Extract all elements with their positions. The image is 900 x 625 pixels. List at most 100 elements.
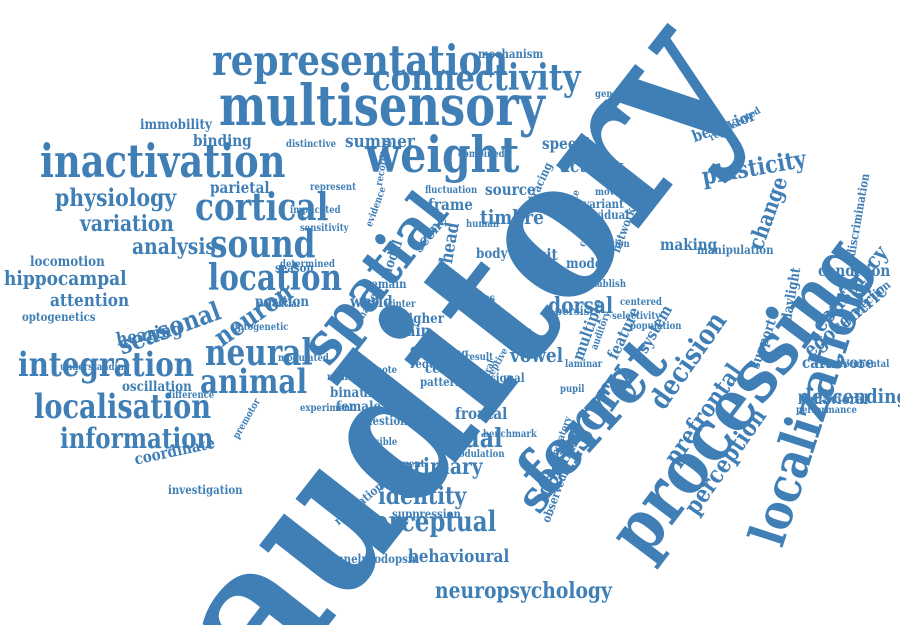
word-binaural: binaural bbox=[330, 385, 387, 401]
word-selectivity: selectivity bbox=[612, 311, 661, 322]
word-coding: coding bbox=[430, 346, 469, 360]
word-discrimination: discrimination bbox=[844, 172, 873, 258]
word-generalization: generalization bbox=[595, 89, 664, 100]
word-modulation: modulation bbox=[450, 449, 505, 460]
word-modulated: modulated bbox=[278, 353, 329, 364]
word-binding: binding bbox=[193, 131, 252, 150]
word-movement: movement bbox=[595, 187, 645, 198]
word-question: question bbox=[358, 414, 408, 428]
word-attention: attention bbox=[50, 290, 130, 311]
word-environmental: environmental bbox=[820, 359, 890, 370]
word-descending: descending bbox=[800, 384, 900, 408]
word-world: world bbox=[350, 292, 393, 311]
word-brain: brain bbox=[390, 321, 431, 340]
word-speech: speech bbox=[542, 134, 595, 153]
word-winter: winter bbox=[385, 299, 416, 310]
word-making: making bbox=[660, 235, 718, 254]
word-promote: promote bbox=[357, 365, 398, 376]
word-central: central bbox=[425, 361, 473, 377]
word-persist: persist bbox=[555, 304, 595, 318]
word-determined: determined bbox=[280, 259, 335, 270]
word-neuropsychology: neuropsychology bbox=[435, 578, 612, 604]
word-carnivore: carnivore bbox=[802, 353, 875, 372]
word-difference: difference bbox=[166, 390, 215, 401]
word-additional: additional bbox=[638, 97, 697, 111]
word-population: population bbox=[630, 321, 682, 332]
word-physiology: physiology bbox=[55, 183, 177, 212]
word-dorsal: dorsal bbox=[548, 293, 614, 319]
word-model: model bbox=[566, 256, 607, 272]
word-action: action bbox=[600, 239, 630, 250]
word-understanding: understanding bbox=[60, 362, 130, 373]
word-sensitivity: sensitivity bbox=[300, 223, 349, 234]
word-location: location bbox=[208, 257, 343, 299]
word-optogenetics: optogenetics bbox=[22, 310, 96, 324]
word-visual: visual bbox=[430, 424, 503, 454]
word-individual: individual bbox=[572, 208, 630, 222]
word-neural: neural bbox=[205, 332, 313, 374]
word-establish: establish bbox=[583, 279, 627, 290]
word-potential: potential bbox=[257, 299, 301, 310]
word-primary: primary bbox=[400, 454, 483, 480]
word-signal: signal bbox=[490, 371, 525, 385]
word-position: position bbox=[255, 294, 310, 310]
word-space: space bbox=[538, 273, 576, 289]
word-condition: condition bbox=[818, 261, 891, 280]
word-cross: cross bbox=[410, 340, 450, 359]
word-combined: combined bbox=[458, 149, 505, 160]
word-investigation: investigation bbox=[168, 483, 243, 497]
word-pupil: pupil bbox=[560, 384, 585, 395]
word-connectivity: connectivity bbox=[372, 57, 581, 99]
word-region: region bbox=[495, 324, 533, 338]
word-oscillation: oscillation bbox=[122, 379, 192, 395]
word-implicated: implicated bbox=[290, 205, 341, 216]
word-suppression: suppression bbox=[392, 507, 461, 521]
word-higher: higher bbox=[400, 311, 444, 327]
word-season: season bbox=[275, 261, 314, 275]
word-human: human bbox=[466, 219, 500, 230]
word-multisensory: multisensory bbox=[219, 73, 545, 139]
word-immobility: immobility bbox=[140, 117, 212, 133]
word-parietal: parietal bbox=[210, 178, 270, 197]
word-distinctive: distinctive bbox=[286, 139, 336, 150]
word-invariant: invariant bbox=[572, 197, 624, 211]
word-inactivation: inactivation bbox=[40, 134, 286, 188]
word-analysis: analysis bbox=[132, 234, 216, 260]
word-reversible: reversible bbox=[350, 437, 398, 448]
word-change: change bbox=[743, 173, 794, 254]
word-task: task bbox=[480, 304, 505, 318]
word-experiment: experiment bbox=[300, 403, 355, 414]
word-frontal: frontal bbox=[455, 404, 508, 423]
word-timbre: timbre bbox=[480, 205, 544, 229]
word-centered: centered bbox=[620, 297, 662, 308]
word-optogenetic: optogenetic bbox=[232, 322, 289, 333]
word-remain: remain bbox=[366, 277, 407, 291]
word-animal: animal bbox=[200, 362, 308, 402]
word-assessment: assessment bbox=[370, 459, 425, 470]
word-hippocampal: hippocampal bbox=[4, 266, 127, 290]
word-weight: weight bbox=[365, 125, 520, 184]
word-laminar: laminar bbox=[565, 359, 603, 370]
word-localisation: localisation bbox=[34, 387, 212, 427]
word-mechanism: mechanism bbox=[478, 47, 544, 61]
word-locomotion: locomotion bbox=[30, 254, 105, 270]
word-benchmark: benchmark bbox=[483, 429, 537, 440]
word-manipulation: manipulation bbox=[697, 243, 774, 257]
word-loss: loss bbox=[473, 291, 496, 305]
word-cortical: cortical bbox=[195, 184, 329, 229]
word-sound: sound bbox=[210, 221, 316, 266]
word-body: body bbox=[476, 246, 508, 262]
word-information: information bbox=[60, 422, 214, 455]
word-vowel: vowel bbox=[510, 343, 564, 367]
word-summer: summer bbox=[345, 131, 415, 152]
word-deficit: deficit bbox=[510, 245, 558, 264]
word-identity: identity bbox=[378, 481, 467, 510]
word-behavioral: behavioral bbox=[798, 392, 869, 408]
word-representation: representation bbox=[212, 36, 509, 85]
word-female: female bbox=[336, 399, 382, 415]
word-activity: activity bbox=[560, 156, 623, 177]
word-integration: integration bbox=[18, 345, 195, 385]
word-pattern: pattern bbox=[420, 375, 463, 389]
word-frame: frame bbox=[428, 195, 473, 214]
